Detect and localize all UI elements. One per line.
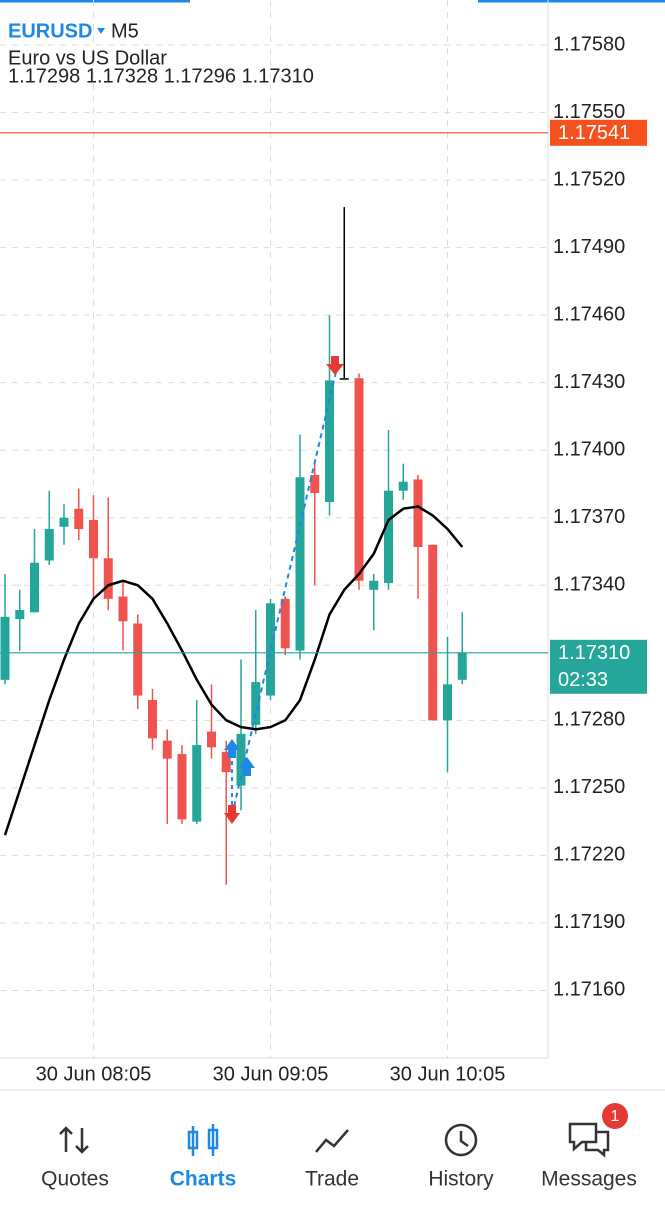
candle-body bbox=[251, 682, 261, 725]
timeframe[interactable]: M5 bbox=[111, 20, 139, 42]
candle-body bbox=[44, 529, 54, 561]
candle-body bbox=[266, 603, 275, 696]
nav-label[interactable]: Charts bbox=[170, 1168, 237, 1191]
candle-body bbox=[325, 380, 334, 502]
y-tick-label: 1.17460 bbox=[553, 303, 625, 325]
candle-body bbox=[369, 580, 379, 590]
y-tick-label: 1.17370 bbox=[553, 506, 625, 528]
candle-body bbox=[30, 562, 39, 613]
history-hands bbox=[459, 1131, 469, 1148]
candle-body bbox=[177, 754, 187, 820]
candle-body bbox=[162, 740, 172, 759]
candle-body bbox=[207, 731, 216, 748]
candle-body bbox=[443, 684, 452, 721]
plot bbox=[0, 0, 548, 1058]
y-tick-label: 1.17160 bbox=[553, 979, 625, 1001]
y-tick-label: 1.17190 bbox=[553, 911, 625, 933]
sell-arrow bbox=[326, 356, 344, 375]
trade-line bbox=[231, 371, 337, 816]
candle-body bbox=[457, 652, 467, 680]
bottom-nav: 1 Quotes Charts Trade History Messages bbox=[0, 1089, 665, 1200]
candle-body bbox=[339, 378, 349, 380]
price-tag-label: 1.17310 bbox=[558, 642, 630, 664]
nav-label[interactable]: History bbox=[428, 1168, 494, 1191]
y-tick-label: 1.17220 bbox=[553, 844, 625, 866]
ohlc: 1.17298 1.17328 1.17296 1.17310 bbox=[8, 65, 314, 87]
candle-body bbox=[15, 610, 25, 620]
moving-average bbox=[3, 505, 464, 836]
quotes-icon bbox=[59, 1126, 89, 1154]
x-tick-label: 30 Jun 08:05 bbox=[36, 1063, 152, 1085]
x-tick-label: 30 Jun 10:05 bbox=[390, 1063, 506, 1085]
price-tag bbox=[550, 639, 647, 694]
description: Euro vs US Dollar bbox=[8, 47, 167, 69]
y-tick-label: 1.17550 bbox=[553, 101, 625, 123]
badge-count: 1 bbox=[611, 1108, 620, 1125]
candle-body bbox=[354, 378, 364, 581]
y-tick-label: 1.17430 bbox=[553, 371, 625, 393]
candle-body bbox=[89, 519, 98, 559]
charts-icon-body bbox=[187, 1130, 199, 1150]
candle-body bbox=[280, 598, 290, 649]
header: EURUSD M5 Euro vs US Dollar 1.17298 1.17… bbox=[8, 20, 314, 87]
candle-body bbox=[295, 477, 305, 651]
buy-arrow bbox=[224, 739, 240, 758]
buy-arrow bbox=[239, 757, 255, 776]
x-tick-label: 30 Jun 09:05 bbox=[213, 1063, 329, 1085]
candle-body bbox=[59, 517, 69, 527]
candle-body bbox=[310, 474, 320, 493]
history-icon bbox=[444, 1123, 478, 1157]
y-tick-label: 1.17250 bbox=[553, 776, 625, 798]
charts-icon-body bbox=[207, 1128, 219, 1150]
candle-body bbox=[148, 700, 157, 739]
candle-body bbox=[428, 544, 438, 721]
symbol[interactable]: EURUSD bbox=[8, 20, 92, 42]
nav-label[interactable]: Trade bbox=[305, 1168, 359, 1191]
y-tick-label: 1.17280 bbox=[553, 709, 625, 731]
candle-body bbox=[221, 751, 231, 773]
candle-body bbox=[118, 596, 128, 622]
candle-body bbox=[103, 558, 113, 599]
candle-body bbox=[413, 479, 423, 548]
candle-body bbox=[384, 490, 393, 584]
y-tick-label: 1.17580 bbox=[553, 33, 625, 55]
candle-body bbox=[398, 481, 408, 491]
nav-icons bbox=[59, 1122, 610, 1158]
y-tick-label: 1.17400 bbox=[553, 438, 625, 460]
candle-body bbox=[74, 508, 84, 529]
candle-body bbox=[0, 616, 10, 680]
trade-markers bbox=[224, 356, 344, 824]
price-tag-label: 1.17541 bbox=[558, 122, 630, 144]
y-tick-label: 1.17520 bbox=[553, 168, 625, 190]
candle-body bbox=[133, 623, 143, 696]
trade-icon bbox=[315, 1129, 349, 1153]
candle-body bbox=[236, 733, 246, 786]
dropdown-caret[interactable] bbox=[97, 28, 105, 34]
sell-arrow bbox=[224, 805, 240, 824]
candle-body bbox=[192, 745, 202, 822]
price-tag-time: 02:33 bbox=[558, 669, 608, 691]
y-tick-label: 1.17490 bbox=[553, 236, 625, 258]
price-tag bbox=[550, 119, 647, 146]
nav-label[interactable]: Quotes bbox=[41, 1168, 109, 1191]
y-tick-label: 1.17340 bbox=[553, 574, 625, 596]
messages-icon bbox=[568, 1122, 610, 1158]
badge bbox=[602, 1103, 628, 1129]
nav-label[interactable]: Messages bbox=[541, 1168, 637, 1191]
